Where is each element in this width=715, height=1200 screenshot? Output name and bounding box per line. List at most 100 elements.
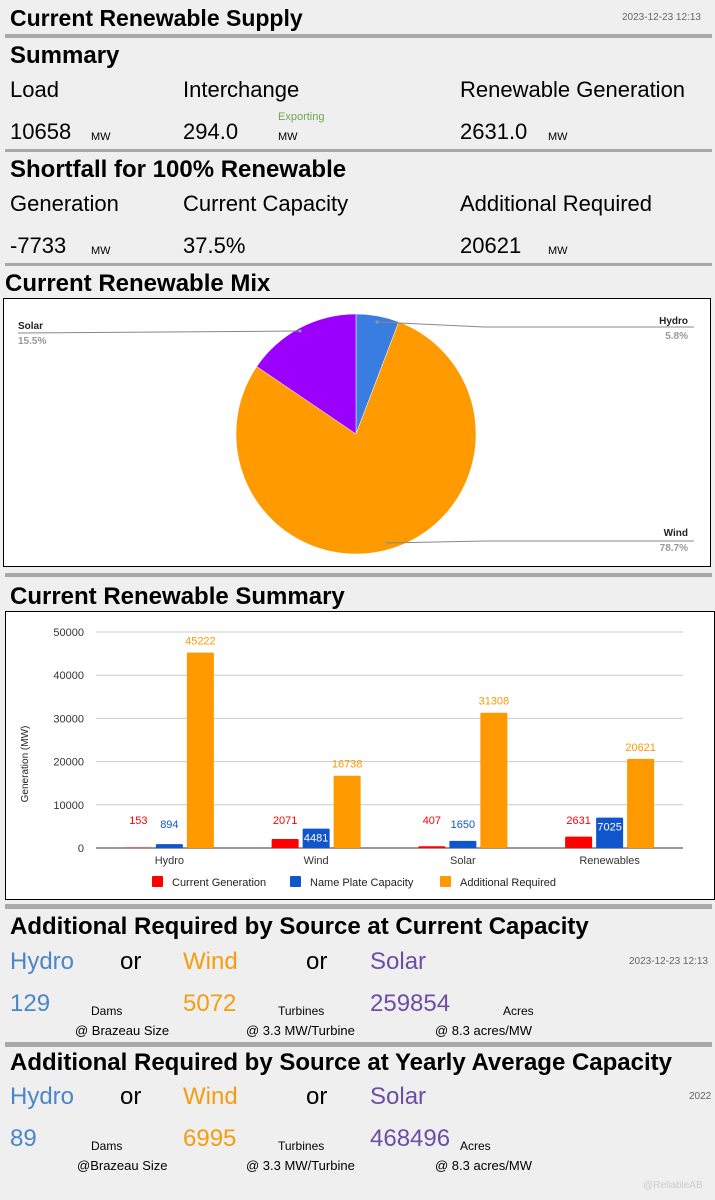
divider	[5, 573, 712, 577]
cc-wind-unit: Turbines	[278, 1004, 325, 1018]
cc-or-2: or	[306, 948, 328, 975]
pie-chart: Solar 15.5% Hydro 5.8% Wind 78.7%	[17, 313, 694, 555]
data-label: 20621	[625, 742, 656, 754]
divider	[5, 263, 712, 266]
hydro-leader-line	[376, 321, 694, 328]
legend-label: Name Plate Capacity	[310, 877, 414, 889]
cc-wind-value: 5072	[183, 990, 237, 1017]
cc-hydro-unit: Dams	[91, 1004, 123, 1018]
cc-solar-name: Solar	[370, 948, 427, 975]
bar-additional-required	[480, 712, 508, 848]
data-label: 45222	[185, 636, 216, 648]
pie-slice-wind	[235, 321, 477, 555]
bar-current-generation	[271, 839, 299, 848]
yc-solar-value: 468496	[370, 1125, 451, 1152]
yc-wind-name: Wind	[183, 1083, 238, 1110]
pie-chart-panel: Solar 15.5% Hydro 5.8% Wind 78.7%	[3, 298, 711, 567]
cc-solar-unit: Acres	[503, 1004, 534, 1018]
data-label: 16738	[332, 759, 363, 771]
cc-solar-value: 259854	[370, 990, 451, 1017]
yc-hydro-name: Hydro	[10, 1083, 75, 1110]
shortfall-title: Shortfall for 100% Renewable	[10, 156, 347, 183]
additional-required-unit: MW	[548, 245, 568, 257]
x-tick-label: Wind	[304, 855, 329, 867]
current-capacity-value: 37.5%	[183, 233, 246, 258]
divider	[5, 904, 712, 909]
bar-chart-panel: 0 10000 20000 30000 40000 50000 Hydro 153 894 45…	[5, 611, 715, 900]
bar-additional-required	[333, 775, 361, 848]
bar-current-generation	[565, 836, 593, 848]
data-label: 2631	[566, 815, 590, 827]
legend-label: Additional Required	[460, 877, 556, 889]
legend-swatch	[290, 876, 301, 887]
data-label: 1650	[451, 819, 475, 831]
yc-hydro-note: @Brazeau Size	[77, 1158, 168, 1173]
load-label: Load	[10, 77, 59, 102]
legend-swatch	[440, 876, 451, 887]
solar-leader-dot	[298, 329, 302, 333]
header-timestamp: 2023-12-23 12:13	[622, 12, 701, 23]
interchange-unit: MW	[278, 131, 298, 143]
wind-leader-dot	[385, 541, 389, 545]
yc-solar-note: @ 8.3 acres/MW	[435, 1158, 532, 1173]
load-unit: MW	[91, 131, 111, 143]
wind-leader-line	[386, 540, 694, 544]
yc-wind-value: 6995	[183, 1125, 237, 1152]
cc-wind-name: Wind	[183, 948, 238, 975]
pie-slice-solar	[256, 313, 357, 435]
renewable-generation-label: Renewable Generation	[460, 77, 686, 102]
bar-additional-required	[186, 652, 214, 848]
data-label: 4481	[304, 833, 328, 845]
shortfall-generation-label: Generation	[10, 191, 119, 216]
current-capacity-title: Additional Required by Source at Current…	[10, 913, 589, 940]
yc-solar-unit: Acres	[460, 1139, 491, 1153]
y-axis-label: Generation (MW)	[20, 726, 31, 803]
solar-label: Solar	[18, 321, 43, 332]
additional-required-label: Additional Required	[460, 191, 653, 216]
bar-chart: 0 10000 20000 30000 40000 50000 Hydro 153 894 45…	[20, 627, 683, 889]
cc-solar-note: @ 8.3 acres/MW	[435, 1023, 532, 1038]
solar-pct: 15.5%	[18, 336, 46, 347]
y-tick-label: 20000	[53, 757, 84, 769]
x-tick-label: Renewables	[579, 855, 640, 867]
bar-name-plate-capacity	[449, 840, 477, 848]
divider	[5, 34, 712, 38]
yc-year: 2022	[689, 1091, 712, 1102]
solar-leader-line	[17, 330, 301, 334]
y-tick-label: 0	[78, 843, 84, 855]
hydro-pct: 5.8%	[665, 331, 688, 342]
cc-wind-note: @ 3.3 MW/Turbine	[246, 1023, 355, 1038]
legend-swatch	[152, 876, 163, 887]
bar-name-plate-capacity	[302, 828, 330, 848]
legend-label: Current Generation	[172, 877, 266, 889]
y-tick-label: 10000	[53, 800, 84, 812]
bar-current-generation	[124, 847, 152, 848]
bar-name-plate-capacity	[155, 844, 183, 848]
current-capacity-label: Current Capacity	[183, 191, 349, 216]
x-tick-label: Hydro	[155, 855, 184, 867]
bar-name-plate-capacity	[596, 817, 624, 848]
watermark: @ReliableAB	[643, 1180, 703, 1191]
data-label: 894	[160, 819, 178, 831]
hydro-leader-dot	[375, 320, 379, 324]
y-tick-label: 40000	[53, 670, 84, 682]
renewable-generation-value: 2631.0	[460, 119, 528, 144]
y-tick-label: 50000	[53, 627, 84, 639]
renewable-generation-unit: MW	[548, 131, 568, 143]
wind-pct: 78.7%	[660, 543, 688, 554]
cc-hydro-note: @ Brazeau Size	[75, 1023, 170, 1038]
data-label: 407	[423, 815, 441, 827]
shortfall-generation-unit: MW	[91, 245, 111, 257]
yearly-capacity-title: Additional Required by Source at Yearly …	[10, 1049, 673, 1076]
cc-hydro-name: Hydro	[10, 948, 75, 975]
yc-hydro-value: 89	[10, 1125, 37, 1152]
cc-or-1: or	[120, 948, 142, 975]
renewable-summary-title: Current Renewable Summary	[10, 583, 345, 610]
interchange-label: Interchange	[183, 77, 300, 102]
data-label: 153	[129, 815, 147, 827]
hydro-label: Hydro	[659, 316, 688, 327]
yc-or-2: or	[306, 1083, 328, 1110]
divider	[5, 1042, 712, 1047]
yc-wind-note: @ 3.3 MW/Turbine	[246, 1158, 355, 1173]
yc-or-1: or	[120, 1083, 142, 1110]
